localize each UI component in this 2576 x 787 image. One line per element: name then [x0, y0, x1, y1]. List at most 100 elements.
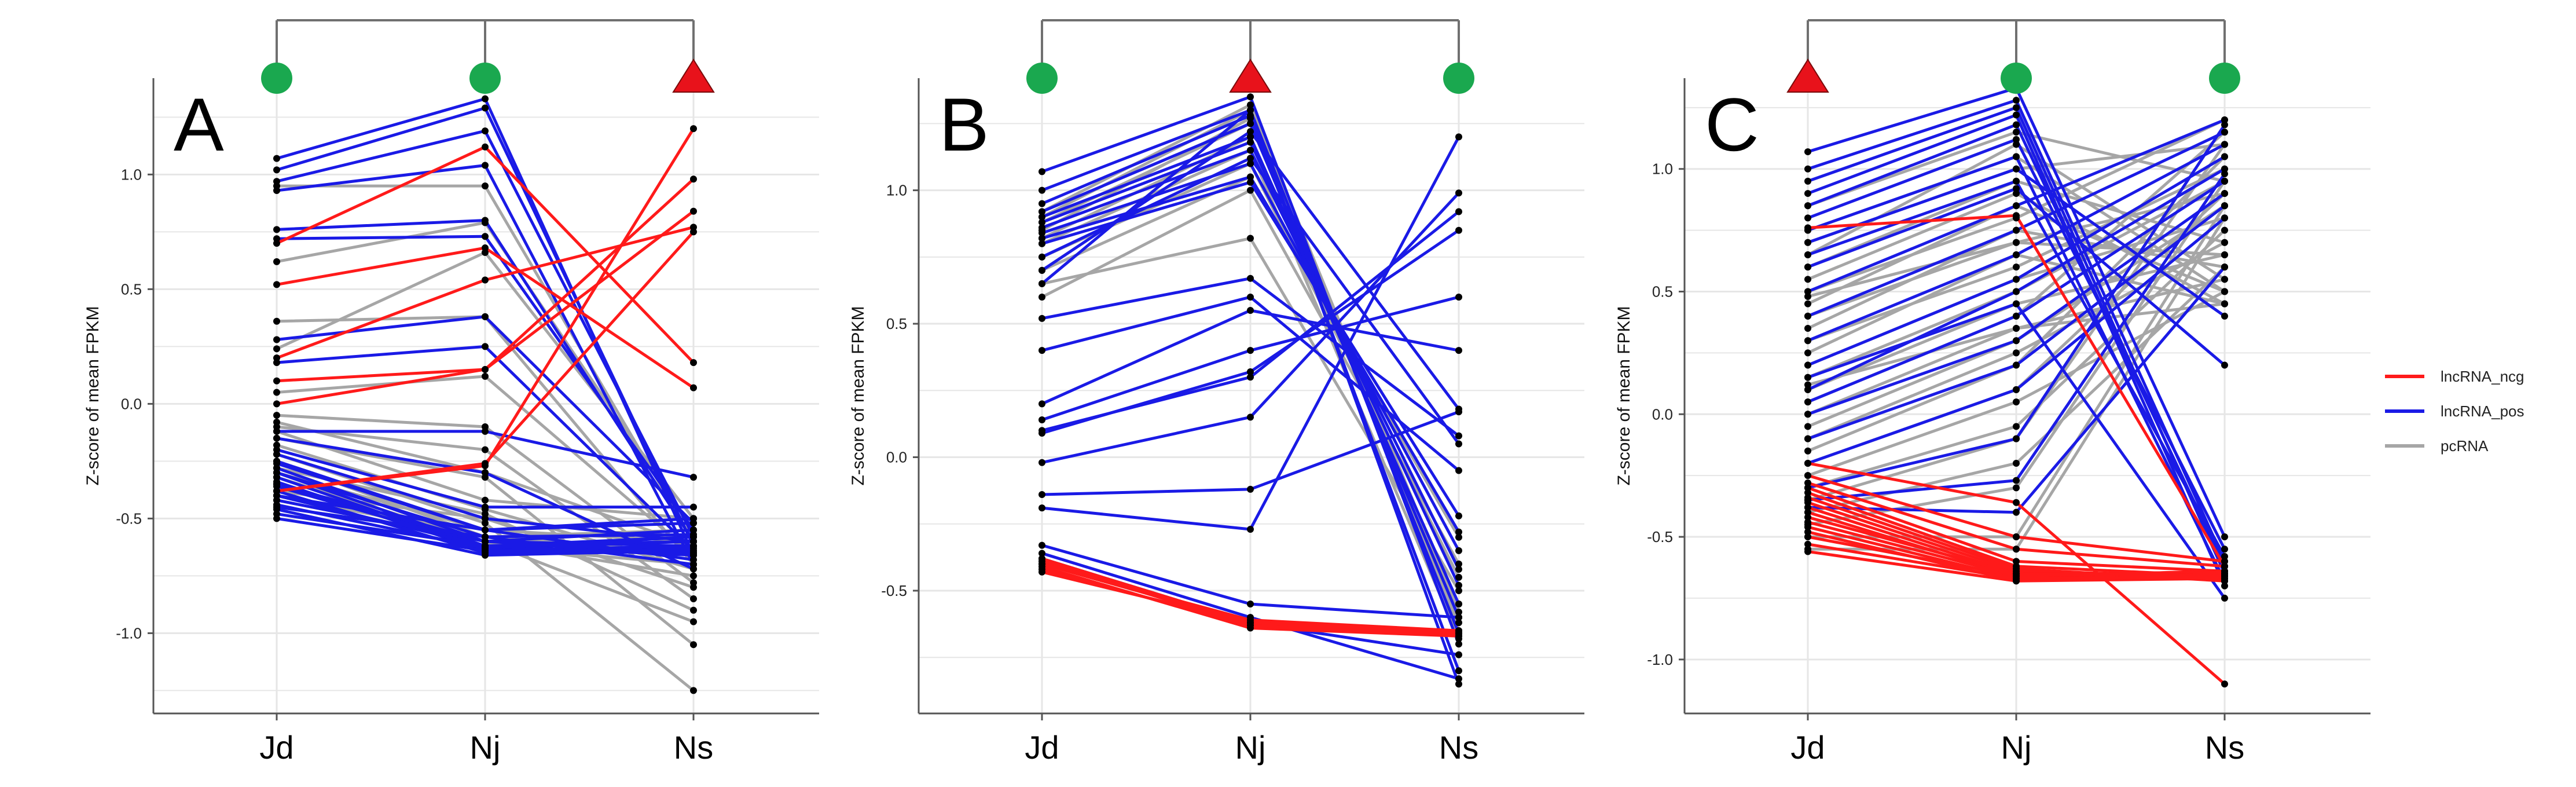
data-point: [482, 95, 489, 103]
data-point: [1804, 239, 1811, 246]
x-tick-label: Nj: [1235, 729, 1266, 766]
data-point: [1039, 504, 1045, 512]
data-point: [1039, 280, 1045, 287]
panel-b: 1.0 0.5 0.0 -0.5 Z-score of mean FPKM Jd Nj Ns B: [849, 19, 1584, 766]
data-point: [1804, 447, 1811, 455]
legend-swatch-pcrna: [2385, 444, 2424, 448]
data-point: [1455, 680, 1462, 688]
data-point: [1247, 235, 1254, 242]
data-point: [482, 104, 489, 112]
panel-c: 1.0 0.5 0.0 -0.5 -1.0 Z-score of mean FPKM Jd N…: [1614, 19, 2370, 766]
data-point: [1247, 525, 1254, 533]
data-point: [2221, 680, 2228, 688]
data-point: [1455, 440, 1462, 448]
data-point: [1455, 408, 1462, 416]
data-point: [273, 434, 280, 442]
data-point: [2013, 361, 2020, 369]
data-point: [1039, 491, 1045, 499]
data-point: [1804, 423, 1811, 430]
data-point: [2221, 568, 2228, 575]
data-point: [482, 547, 489, 554]
data-point: [1804, 214, 1811, 222]
data-point: [273, 480, 280, 488]
data-point: [1804, 514, 1811, 521]
data-point: [2221, 251, 2228, 258]
data-point: [1804, 524, 1811, 531]
data-point: [1804, 459, 1811, 467]
data-point: [1455, 566, 1462, 573]
data-point: [2221, 202, 2228, 210]
data-point: [2013, 190, 2020, 197]
marker-circle: [469, 63, 501, 94]
data-point: [1455, 547, 1462, 554]
data-point: [690, 175, 697, 183]
data-point: [1804, 312, 1811, 320]
data-point: [1247, 368, 1254, 376]
data-point: [690, 595, 697, 602]
data-point: [1039, 400, 1045, 408]
data-point: [1455, 133, 1462, 141]
data-point: [1247, 307, 1254, 314]
data-point: [1247, 601, 1254, 608]
data-point: [1455, 667, 1462, 675]
legend-item: lncRNA_pos: [2385, 394, 2535, 429]
data-point: [273, 240, 280, 247]
data-point: [690, 474, 697, 481]
data-point: [1039, 229, 1045, 237]
data-point: [2221, 562, 2228, 570]
data-point: [1247, 178, 1254, 186]
legend-swatch-lncrna-pos: [2385, 409, 2424, 413]
data-point: [273, 503, 280, 511]
data-point: [2013, 508, 2020, 516]
data-point: [482, 372, 489, 380]
data-point: [2221, 165, 2228, 173]
data-point: [1455, 619, 1462, 627]
data-point: [482, 365, 489, 373]
data-point: [2221, 533, 2228, 541]
data-point: [273, 178, 280, 185]
data-point: [1039, 235, 1045, 242]
data-point: [1039, 550, 1045, 557]
data-point: [1804, 177, 1811, 185]
data-point: [1247, 274, 1254, 282]
data-point: [1039, 416, 1045, 423]
data-point: [2221, 575, 2228, 583]
data-point: [2013, 129, 2020, 136]
marker-circle: [2209, 63, 2240, 94]
data-point: [2221, 177, 2228, 185]
x-tick-label: Ns: [674, 729, 713, 766]
data-point: [1039, 347, 1045, 354]
y-tick-label: -1.0: [1647, 651, 1673, 668]
y-tick-label: 0.5: [886, 315, 907, 332]
legend: lncRNA_ncg lncRNA_pos pcRNA: [2385, 359, 2535, 463]
data-point: [1455, 189, 1462, 197]
data-point: [1804, 386, 1811, 393]
data-point: [2013, 533, 2020, 541]
data-point: [1455, 560, 1462, 568]
data-point: [2221, 121, 2228, 129]
data-point: [1247, 485, 1254, 493]
data-point: [273, 354, 280, 362]
data-point: [2221, 214, 2228, 222]
marker-circle: [1026, 63, 1058, 94]
x-tick-label: Ns: [2205, 729, 2244, 766]
data-point: [2013, 202, 2020, 210]
data-point: [1039, 224, 1045, 232]
data-point: [273, 187, 280, 195]
data-point: [1247, 107, 1254, 114]
data-point: [2221, 239, 2228, 246]
data-point: [482, 182, 489, 190]
data-point: [1804, 374, 1811, 381]
data-point: [273, 345, 280, 353]
data-point: [1455, 226, 1462, 234]
x-tick-label: Nj: [470, 729, 501, 766]
data-point: [273, 166, 280, 174]
data-point: [690, 687, 697, 694]
data-point: [1039, 555, 1045, 562]
data-point: [690, 549, 697, 557]
data-point: [1247, 186, 1254, 194]
data-point: [2013, 312, 2020, 320]
data-point: [273, 427, 280, 435]
data-point: [1455, 512, 1462, 519]
data-point: [2013, 239, 2020, 246]
